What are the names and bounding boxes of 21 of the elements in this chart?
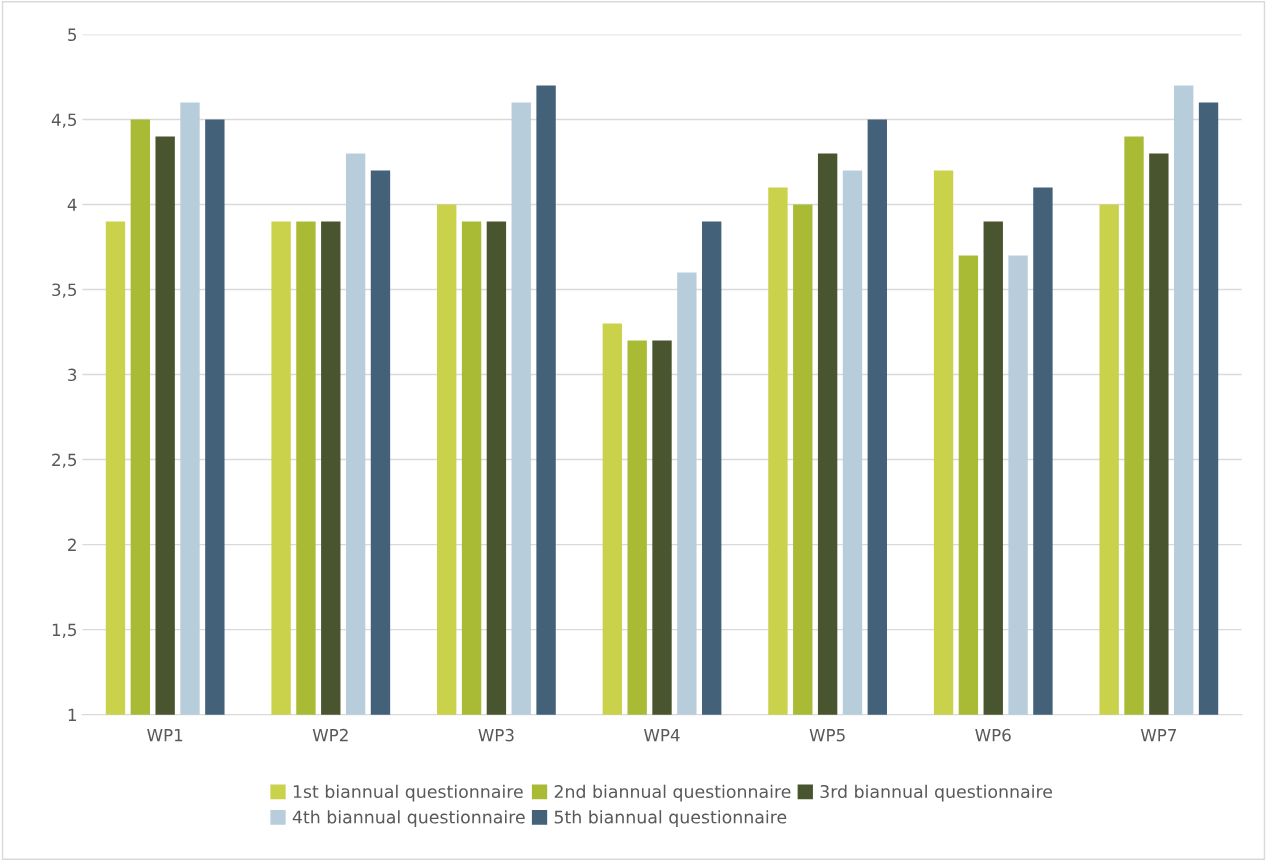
y-tick-label: 4 xyxy=(67,198,77,211)
y-tick-label: 1 xyxy=(68,708,76,721)
x-tick-label: WP2 xyxy=(312,728,348,742)
legend-label: 3rd biannual questionnaire xyxy=(820,784,1053,802)
legend-label: 2nd biannual questionnaire xyxy=(554,784,791,802)
x-tick-label: WP5 xyxy=(809,729,845,742)
y-tick-label: 3,5 xyxy=(52,283,77,298)
legend-label: 1st biannual questionnaire xyxy=(293,784,523,802)
x-tick-label: WP6 xyxy=(975,728,1011,742)
legend-label: 4th biannual questionnaire xyxy=(292,810,525,827)
y-tick-label: 5 xyxy=(68,28,77,42)
y-tick-label: 3 xyxy=(68,368,77,382)
legend-label: 5th biannual questionnaire xyxy=(554,810,787,827)
y-tick-label: 2 xyxy=(68,538,76,551)
x-tick-label: WP4 xyxy=(644,729,680,742)
y-tick-label: 4,5 xyxy=(51,113,77,128)
x-tick-label: WP3 xyxy=(478,728,514,742)
y-tick-label: 2,5 xyxy=(52,453,77,468)
x-tick-label: WP7 xyxy=(1140,729,1176,742)
y-tick-label: 1,5 xyxy=(52,623,77,638)
x-tick-label: WP1 xyxy=(147,729,183,742)
